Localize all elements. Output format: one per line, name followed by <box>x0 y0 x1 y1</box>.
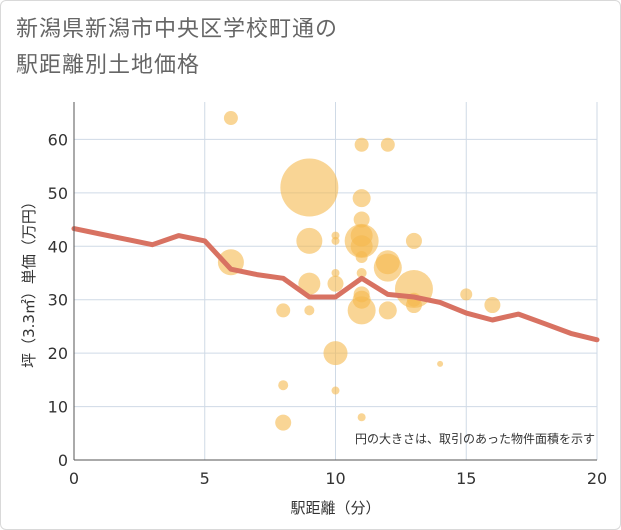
bubble-14 <box>331 386 340 395</box>
bubble-3 <box>278 380 289 391</box>
x-tick-20: 20 <box>587 469 607 488</box>
bubble-4 <box>275 414 292 431</box>
bubble-22 <box>356 267 367 278</box>
tick-labels: 0 5 10 15 20 0 10 20 30 40 50 60 <box>48 130 608 488</box>
y-tick-40: 40 <box>48 237 68 256</box>
bubble-31 <box>405 232 422 249</box>
bubble-2 <box>276 303 291 318</box>
bubble-6 <box>296 227 323 254</box>
y-tick-0: 0 <box>58 451 68 470</box>
bubble-10 <box>331 236 340 245</box>
bubble-20 <box>350 235 373 258</box>
bubble-36 <box>460 288 473 301</box>
bubble-29 <box>373 253 402 282</box>
title-line-1: 新潟県新潟市中央区学校町通の <box>16 17 339 42</box>
x-tick-10: 10 <box>325 469 345 488</box>
bubble-25 <box>347 296 376 325</box>
bubble-12 <box>327 275 344 292</box>
average-price-line-0 <box>71 226 600 343</box>
bubble-0 <box>223 111 238 126</box>
y-tick-60: 60 <box>48 130 68 149</box>
bubble-16 <box>352 189 371 208</box>
x-axis-label: 駅距離（分） <box>290 499 380 517</box>
y-tick-20: 20 <box>48 344 68 363</box>
bubble-11 <box>331 268 340 277</box>
bubble-27 <box>380 137 395 152</box>
bubble-35 <box>437 360 444 367</box>
bubble-8 <box>304 305 315 316</box>
x-tick-15: 15 <box>456 469 476 488</box>
bubble-21 <box>355 250 368 263</box>
axes <box>73 102 597 461</box>
y-tick-50: 50 <box>48 184 68 203</box>
bubble-layer <box>217 111 501 431</box>
x-tick-5: 5 <box>200 469 210 488</box>
x-tick-0: 0 <box>69 469 79 488</box>
bubble-30 <box>378 301 397 320</box>
y-tick-30: 30 <box>48 291 68 310</box>
bubble-37 <box>484 297 501 314</box>
size-legend-note: 円の大きさは、取引のあった物件面積を示す <box>355 431 595 446</box>
bubble-5 <box>280 158 339 217</box>
bubble-7 <box>298 272 321 295</box>
bubble-34 <box>405 297 422 314</box>
bubble-13 <box>323 341 348 366</box>
bubble-26 <box>357 413 366 422</box>
chart-title: 新潟県新潟市中央区学校町通の 駅距離別土地価格 <box>16 12 338 84</box>
line-layer <box>71 226 600 343</box>
bubble-17 <box>353 211 370 228</box>
y-axis-label: 坪（3.3㎡）単価（万円） <box>20 194 38 368</box>
bubble-15 <box>354 137 369 152</box>
title-line-2: 駅距離別土地価格 <box>16 53 201 78</box>
grid-lines <box>74 102 598 460</box>
y-tick-10: 10 <box>48 398 68 417</box>
